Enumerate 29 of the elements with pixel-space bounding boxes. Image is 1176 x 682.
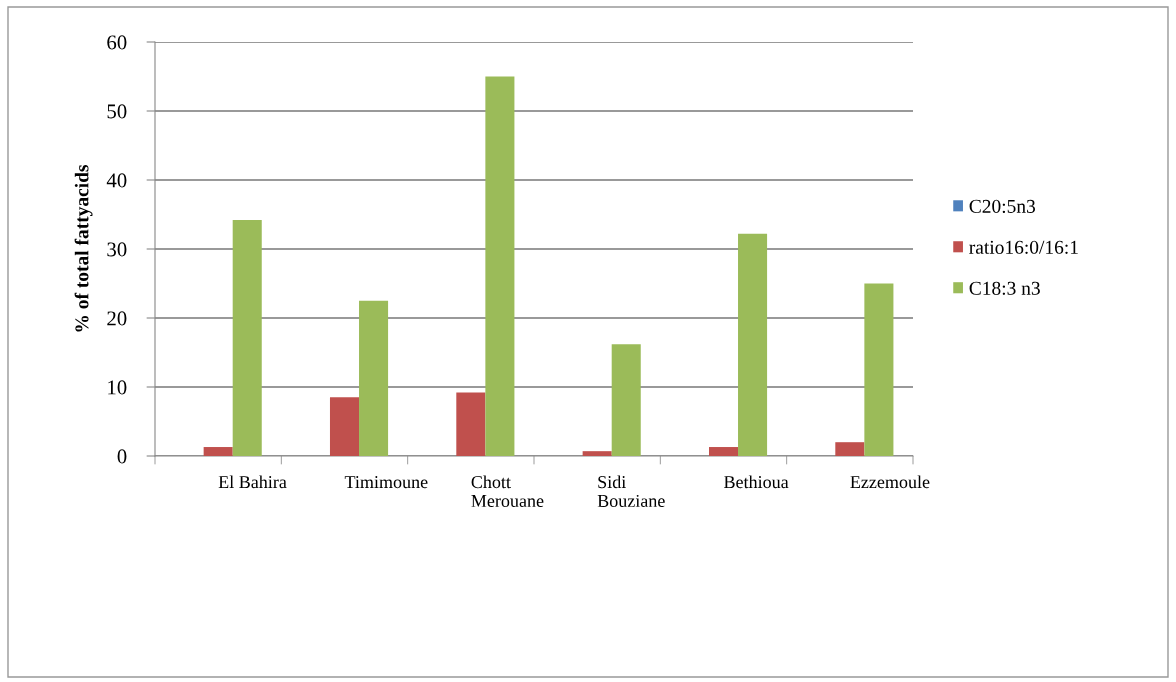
y-tick-label: 20 [107,311,127,326]
bar [582,451,612,456]
y-tick-label: 50 [107,104,127,119]
x-tick-label: Timimoune [344,476,428,489]
y-tick-label: 40 [106,173,127,188]
bar [329,397,360,456]
legend-label: C18:3 n3 [969,281,1040,295]
x-tick-label: Chott Merouane [471,475,544,508]
bar [203,447,233,456]
x-tick-label: Sidi Bouziane [597,475,665,508]
y-tick-label: 60 [107,35,127,50]
x-tick-label: Bethioua [724,475,789,489]
x-tick-label: El Bahira [218,475,287,489]
legend-label: ratio16:0/16:1 [969,240,1078,254]
y-tick-label: 0 [117,449,127,464]
bar [708,447,739,456]
legend-label: C20:5n3 [969,199,1036,213]
bar [232,220,262,456]
y-tick-label: 10 [108,380,127,395]
bar [611,344,641,456]
bar [738,233,768,456]
x-tick-label: Ezzemoule [850,475,930,489]
bar [485,76,515,456]
y-tick-label: 30 [107,242,127,257]
bar [456,392,486,456]
bar [864,283,894,456]
bar [359,300,389,456]
bar [835,442,865,456]
y-axis-title: % of total fattyacids [74,164,93,332]
